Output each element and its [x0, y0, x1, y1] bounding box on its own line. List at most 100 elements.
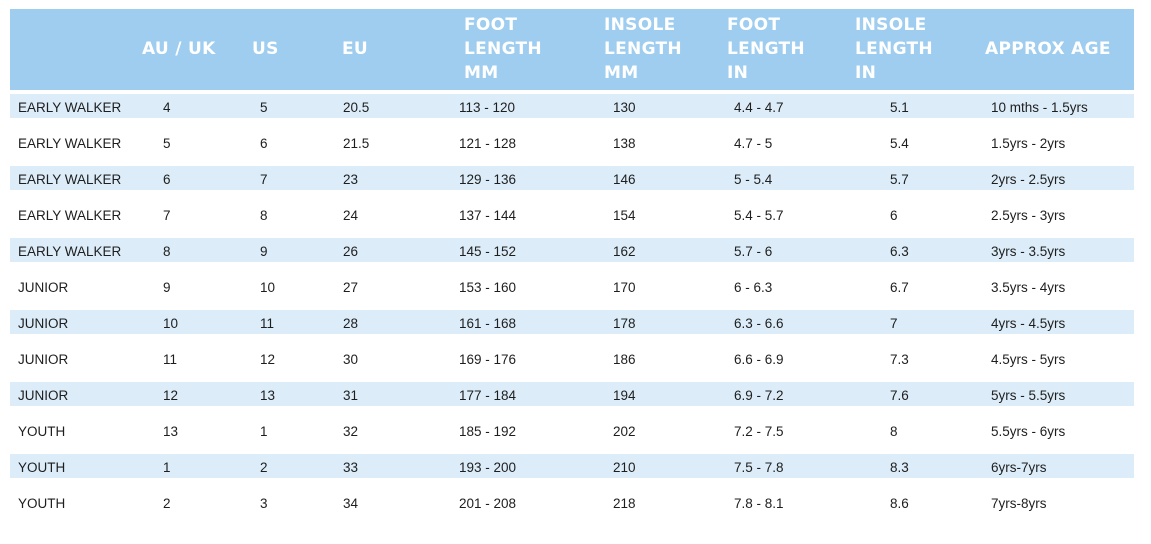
table-row: JUNIOR 12 13 31 177 - 184 194 6.9 - 7.2 7.6 5yrs…	[10, 378, 1134, 414]
cell-foot-in: 5 - 5.4	[734, 172, 773, 187]
cell-au-uk: 4	[163, 100, 171, 115]
cell-au-uk: 5	[163, 136, 171, 151]
cell-foot-in: 6.6 - 6.9	[734, 352, 784, 367]
cell-insole-mm: 178	[613, 316, 636, 331]
cell-au-uk: 10	[163, 316, 179, 331]
cell-au-uk: 1	[163, 460, 171, 475]
cell-insole-mm: 138	[613, 136, 636, 151]
cell-au-uk: 2	[163, 496, 171, 511]
cell-insole-mm: 130	[613, 100, 636, 115]
cell-foot-mm: 137 - 144	[459, 208, 517, 223]
cell-eu: 34	[343, 496, 359, 511]
column-header-insole-in: INSOLE LENGTH IN	[855, 13, 933, 85]
column-header-us: US	[252, 37, 279, 61]
cell-eu: 24	[343, 208, 359, 223]
cell-us: 13	[260, 388, 276, 403]
cell-insole-mm: 162	[613, 244, 636, 259]
cell-foot-in: 6.9 - 7.2	[734, 388, 784, 403]
cell-foot-in: 6 - 6.3	[734, 280, 773, 295]
cell-insole-in: 7.3	[890, 352, 909, 367]
cell-eu: 32	[343, 424, 359, 439]
cell-category: EARLY WALKER	[18, 208, 122, 223]
cell-insole-mm: 218	[613, 496, 636, 511]
cell-us: 7	[260, 172, 268, 187]
cell-foot-mm: 201 - 208	[459, 496, 517, 511]
cell-insole-in: 7.6	[890, 388, 909, 403]
cell-age: 5.5yrs - 6yrs	[991, 424, 1066, 439]
row-stripe	[10, 166, 1134, 190]
table-row: YOUTH 13 1 32 185 - 192 202 7.2 - 7.5 8 5.5yrs -…	[10, 414, 1134, 450]
cell-foot-mm: 145 - 152	[459, 244, 517, 259]
cell-insole-in: 6.7	[890, 280, 909, 295]
cell-foot-mm: 169 - 176	[459, 352, 517, 367]
column-header-line: MM	[464, 63, 499, 83]
column-header-age: APPROX AGE	[985, 37, 1111, 61]
cell-au-uk: 8	[163, 244, 171, 259]
cell-insole-in: 8.3	[890, 460, 909, 475]
column-header-au-uk: AU / UK	[142, 37, 216, 61]
cell-us: 3	[260, 496, 268, 511]
row-stripe	[10, 94, 1134, 118]
cell-au-uk: 9	[163, 280, 171, 295]
cell-age: 5yrs - 5.5yrs	[991, 388, 1066, 403]
column-header-foot-mm: FOOT LENGTH MM	[464, 13, 542, 85]
cell-us: 6	[260, 136, 268, 151]
cell-category: EARLY WALKER	[18, 172, 122, 187]
cell-eu: 23	[343, 172, 359, 187]
cell-category: JUNIOR	[18, 280, 69, 295]
cell-category: EARLY WALKER	[18, 244, 122, 259]
cell-insole-in: 6.3	[890, 244, 909, 259]
cell-insole-mm: 194	[613, 388, 636, 403]
cell-us: 8	[260, 208, 268, 223]
cell-age: 4.5yrs - 5yrs	[991, 352, 1066, 367]
cell-category: YOUTH	[18, 496, 66, 511]
cell-age: 4yrs - 4.5yrs	[991, 316, 1066, 331]
row-stripe	[10, 238, 1134, 262]
table-row: EARLY WALKER 4 5 20.5 113 - 120 130 4.4 - 4.7 5…	[10, 90, 1134, 126]
column-header-line: US	[252, 39, 279, 59]
column-header-line: LENGTH	[604, 39, 682, 59]
cell-insole-in: 6	[890, 208, 898, 223]
column-header-line: MM	[604, 63, 639, 83]
cell-category: EARLY WALKER	[18, 136, 122, 151]
size-chart-table: AU / UK US EU FOOT LENGTH MM INSOLE LENGTH MM FOO…	[10, 9, 1134, 522]
row-stripe	[10, 310, 1134, 334]
column-header-line: LENGTH	[464, 39, 542, 59]
cell-eu: 33	[343, 460, 359, 475]
column-header-line: AU / UK	[142, 39, 216, 59]
cell-category: JUNIOR	[18, 316, 69, 331]
cell-insole-mm: 146	[613, 172, 636, 187]
cell-age: 2.5yrs - 3yrs	[991, 208, 1066, 223]
cell-au-uk: 6	[163, 172, 171, 187]
cell-foot-in: 6.3 - 6.6	[734, 316, 784, 331]
cell-insole-mm: 170	[613, 280, 636, 295]
cell-foot-mm: 177 - 184	[459, 388, 517, 403]
table-row: EARLY WALKER 5 6 21.5 121 - 128 138 4.7 - 5 5.4…	[10, 126, 1134, 162]
table-row: JUNIOR 11 12 30 169 - 176 186 6.6 - 6.9 7.3 4.5y…	[10, 342, 1134, 378]
column-header-line: APPROX AGE	[985, 39, 1111, 59]
cell-foot-in: 4.7 - 5	[734, 136, 773, 151]
cell-insole-mm: 154	[613, 208, 636, 223]
column-header-line: FOOT	[464, 15, 518, 35]
cell-au-uk: 12	[163, 388, 179, 403]
column-header-insole-mm: INSOLE LENGTH MM	[604, 13, 682, 85]
cell-category: JUNIOR	[18, 388, 69, 403]
cell-insole-in: 8	[890, 424, 898, 439]
row-stripe	[10, 382, 1134, 406]
cell-us: 5	[260, 100, 268, 115]
cell-foot-in: 5.4 - 5.7	[734, 208, 784, 223]
cell-us: 10	[260, 280, 276, 295]
table-row: YOUTH 1 2 33 193 - 200 210 7.5 - 7.8 8.3 6yrs-7y…	[10, 450, 1134, 486]
cell-us: 2	[260, 460, 268, 475]
table-row: EARLY WALKER 8 9 26 145 - 152 162 5.7 - 6 6.3 3y…	[10, 234, 1134, 270]
cell-insole-in: 5.4	[890, 136, 909, 151]
cell-age: 1.5yrs - 2yrs	[991, 136, 1066, 151]
cell-us: 9	[260, 244, 268, 259]
cell-insole-in: 7	[890, 316, 898, 331]
cell-au-uk: 13	[163, 424, 179, 439]
column-header-line: INSOLE	[604, 15, 676, 35]
cell-foot-mm: 193 - 200	[459, 460, 517, 475]
cell-age: 2yrs - 2.5yrs	[991, 172, 1066, 187]
cell-foot-in: 4.4 - 4.7	[734, 100, 784, 115]
cell-foot-mm: 113 - 120	[459, 100, 516, 115]
